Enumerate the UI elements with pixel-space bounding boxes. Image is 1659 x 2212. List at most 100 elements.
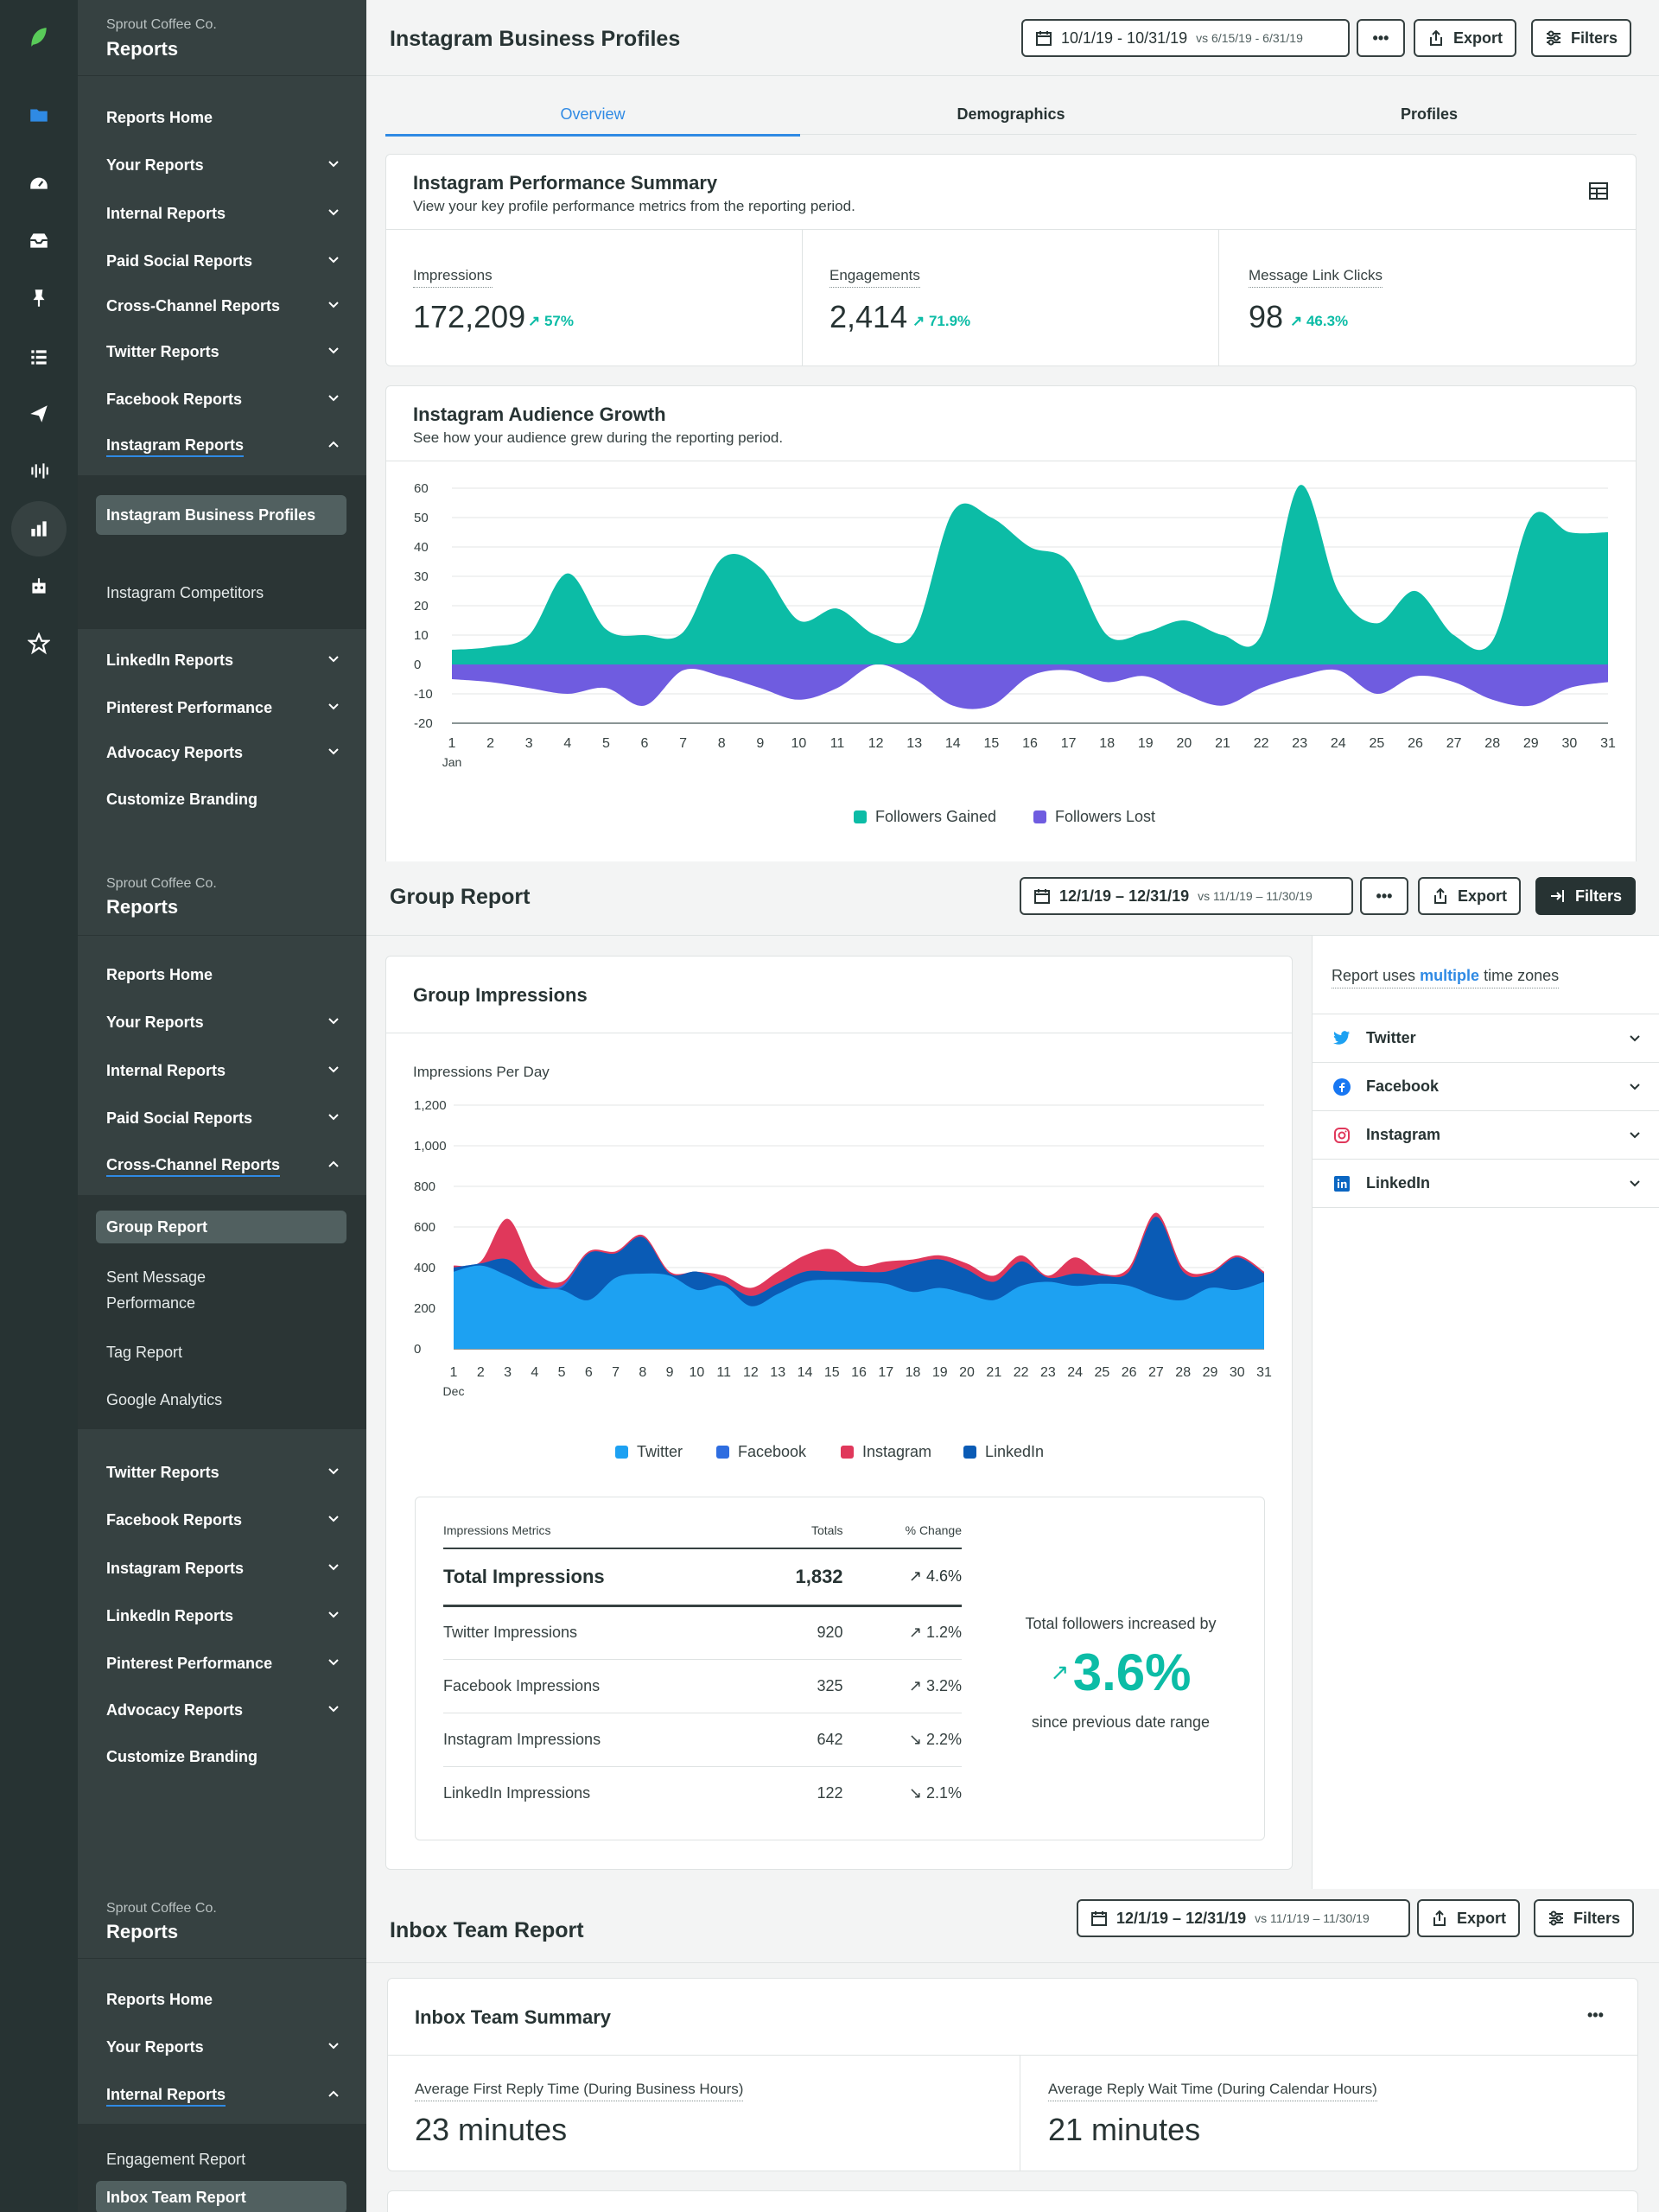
sidebar-item-pinterest[interactable]: Pinterest Performance	[106, 699, 340, 717]
sprout-logo-icon[interactable]	[21, 19, 57, 55]
filters-label: Filters	[1571, 29, 1618, 47]
tab-profiles[interactable]: Profiles	[1400, 105, 1459, 123]
date-range-picker[interactable]: 12/1/19 – 12/31/19 vs 11/1/19 – 11/30/19	[1077, 1899, 1410, 1937]
tab-overview[interactable]: Overview	[385, 105, 800, 137]
sidebar-item-twitter[interactable]: Twitter Reports	[106, 1464, 340, 1482]
sidebar-item-internal-reports[interactable]: Internal Reports	[106, 205, 340, 223]
more-icon[interactable]: •••	[1587, 2006, 1604, 2024]
sidebar-item-internal-reports[interactable]: Internal Reports	[106, 2086, 340, 2107]
chevron-down-icon	[328, 161, 339, 168]
filters-button[interactable]: Filters	[1534, 1899, 1635, 1937]
x-tick-sublabel: Jan	[442, 755, 462, 769]
instagram-icon	[1334, 1127, 1350, 1143]
followers-percent: 3.6%	[1072, 1643, 1192, 1701]
calendar-icon	[1036, 31, 1052, 46]
legend-item-twitter[interactable]: Twitter	[615, 1443, 683, 1461]
network-row-twitter[interactable]: Twitter	[1313, 1014, 1659, 1063]
sidebar-item-twitter[interactable]: Twitter Reports	[106, 343, 340, 361]
legend-item-facebook[interactable]: Facebook	[716, 1443, 806, 1461]
x-tick-label: 8	[718, 736, 726, 751]
sidebar-item-advocacy[interactable]: Advocacy Reports	[106, 1701, 340, 1719]
row-change-value: 1.2%	[925, 1624, 962, 1641]
chevron-down-icon	[328, 656, 339, 663]
more-options-button[interactable]: •••	[1360, 877, 1408, 915]
pin-icon[interactable]	[21, 280, 57, 316]
list-icon[interactable]	[21, 339, 57, 375]
sidebar-item-cross-channel[interactable]: Cross-Channel Reports	[106, 1156, 340, 1177]
legend-label: Followers Lost	[1055, 808, 1156, 825]
legend-item-linkedin[interactable]: LinkedIn	[963, 1443, 1044, 1461]
sidebar-item-your-reports[interactable]: Your Reports	[106, 2038, 340, 2056]
reports-icon[interactable]	[11, 501, 67, 556]
row-change: ↗ 1.2%	[856, 1605, 962, 1660]
row-label: Total Impressions	[443, 1548, 743, 1607]
sidebar-item-customize-branding[interactable]: Customize Branding	[106, 791, 258, 808]
timezone-link[interactable]: multiple	[1420, 967, 1480, 984]
sidebar-item-linkedin[interactable]: LinkedIn Reports	[106, 652, 340, 670]
sidebar-item-facebook[interactable]: Facebook Reports	[106, 391, 340, 409]
dashboard-icon[interactable]	[21, 164, 57, 200]
sidebar-item-pinterest[interactable]: Pinterest Performance	[106, 1655, 340, 1673]
sidebar-item-instagram[interactable]: Instagram Reports	[106, 1560, 340, 1578]
sidebar-item-customize-branding[interactable]: Customize Branding	[106, 1748, 258, 1765]
date-range-picker[interactable]: 12/1/19 – 12/31/19 vs 11/1/19 – 11/30/19	[1020, 877, 1353, 915]
table-view-icon[interactable]	[1589, 182, 1608, 200]
x-tick-label: 24	[1331, 736, 1346, 751]
network-row-linkedin[interactable]: LinkedIn	[1313, 1160, 1659, 1208]
listening-icon[interactable]	[21, 453, 57, 489]
sidebar-item-your-reports[interactable]: Your Reports	[106, 156, 340, 175]
legend-item-followers-gained[interactable]: Followers Gained	[854, 808, 996, 826]
sidebar-item-internal-reports[interactable]: Internal Reports	[106, 1062, 340, 1080]
x-tick-label: 22	[1014, 1365, 1029, 1380]
x-tick-label: 26	[1122, 1365, 1137, 1380]
sidebar-subitem-tag-report[interactable]: Tag Report	[106, 1344, 183, 1361]
chevron-down-icon	[328, 302, 339, 308]
export-button[interactable]: Export	[1418, 877, 1522, 915]
sidebar-item-cross-channel[interactable]: Cross-Channel Reports	[106, 297, 340, 315]
export-button[interactable]: Export	[1414, 19, 1517, 57]
sidebar-submenu: Group Report Sent Message Performance Ta…	[78, 1195, 366, 1429]
sidebar-item-paid-social[interactable]: Paid Social Reports	[106, 252, 340, 270]
legend-item-instagram[interactable]: Instagram	[841, 1443, 931, 1461]
sidebar-subitem-competitors[interactable]: Instagram Competitors	[106, 584, 264, 601]
export-button[interactable]: Export	[1417, 1899, 1521, 1937]
compare-range: vs 11/1/19 – 11/30/19	[1198, 889, 1313, 903]
sidebar-item-your-reports[interactable]: Your Reports	[106, 1014, 340, 1032]
chevron-down-icon	[328, 209, 339, 216]
x-tick-label: 4	[563, 736, 571, 751]
more-options-button[interactable]: •••	[1357, 19, 1405, 57]
sidebar-subitem-business-profiles[interactable]: Instagram Business Profiles	[96, 495, 346, 535]
tab-demographics[interactable]: Demographics	[957, 105, 1065, 123]
sidebar-item-reports-home[interactable]: Reports Home	[106, 109, 213, 126]
date-range-picker[interactable]: 10/1/19 - 10/31/19 vs 6/15/19 - 6/31/19	[1021, 19, 1350, 57]
sidebar-subitem-sent-message[interactable]: Sent Message Performance	[106, 1268, 207, 1312]
sidebar-item-instagram[interactable]: Instagram Reports	[106, 436, 340, 457]
sidebar-item-linkedin[interactable]: LinkedIn Reports	[106, 1607, 340, 1625]
sidebar-subitem-inbox-team[interactable]: Inbox Team Report	[96, 2181, 346, 2212]
chart-subtitle: Impressions Per Day	[413, 1064, 550, 1080]
sidebar-subitem-google-analytics[interactable]: Google Analytics	[106, 1391, 223, 1408]
y-tick-label: 800	[414, 1179, 435, 1194]
sidebar-item-reports-home[interactable]: Reports Home	[106, 1991, 213, 2008]
network-row-facebook[interactable]: Facebook	[1313, 1063, 1659, 1111]
filters-button[interactable]: Filters	[1531, 19, 1632, 57]
folder-icon[interactable]	[21, 97, 57, 133]
chevron-up-icon	[328, 2090, 339, 2097]
bot-icon[interactable]	[21, 569, 57, 605]
sidebar-item-facebook[interactable]: Facebook Reports	[106, 1511, 340, 1529]
sidebar-subitem-group-report[interactable]: Group Report	[96, 1211, 346, 1243]
star-icon[interactable]	[21, 626, 57, 662]
network-row-instagram[interactable]: Instagram	[1313, 1111, 1659, 1160]
sidebar-item-paid-social[interactable]: Paid Social Reports	[106, 1109, 340, 1128]
send-icon[interactable]	[21, 396, 57, 432]
legend-item-followers-lost[interactable]: Followers Lost	[1033, 808, 1155, 826]
link-clicks-change-value: 46.3%	[1306, 313, 1349, 329]
x-tick-label: 10	[690, 1365, 705, 1380]
inbox-icon[interactable]	[21, 223, 57, 259]
sidebar-subitem-engagement[interactable]: Engagement Report	[106, 2151, 246, 2168]
sidebar-item-advocacy[interactable]: Advocacy Reports	[106, 744, 340, 762]
sidebar-item-reports-home[interactable]: Reports Home	[106, 966, 213, 983]
link-clicks-change: ↗ 46.3%	[1290, 313, 1349, 329]
filters-button[interactable]: Filters	[1535, 877, 1637, 915]
